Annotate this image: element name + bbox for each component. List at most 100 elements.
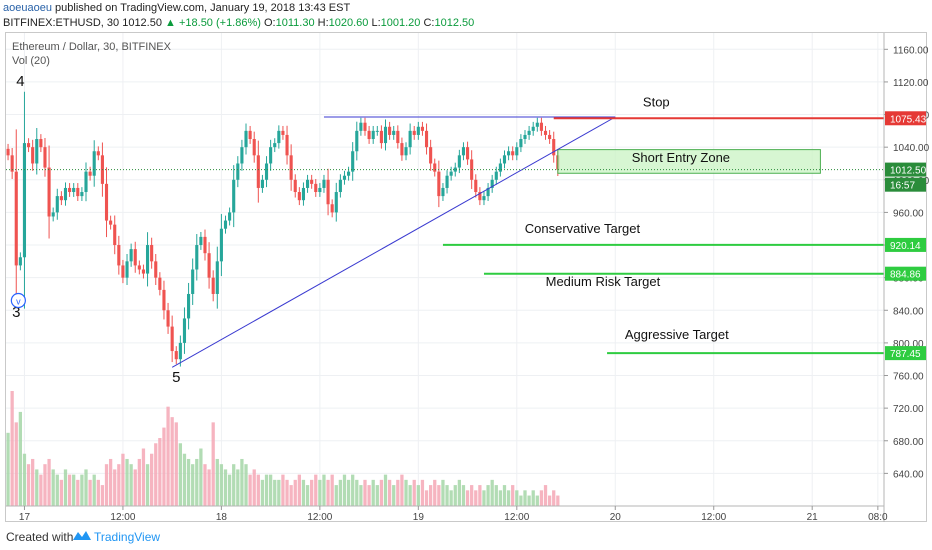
volume-bar — [31, 458, 35, 506]
candle-body — [244, 130, 248, 148]
volume-bar — [35, 469, 39, 506]
candle-body — [375, 130, 379, 132]
volume-bar — [248, 474, 252, 506]
candle-body — [347, 171, 351, 176]
volume-bar — [154, 443, 158, 506]
volume-bar — [396, 479, 400, 506]
candle-body — [539, 122, 543, 131]
candle-body — [511, 151, 515, 156]
volume-bar — [547, 495, 552, 506]
candle-body — [523, 134, 527, 140]
candle-body — [256, 155, 260, 188]
candle-body — [441, 187, 445, 197]
price-label-text: 1012.50 — [890, 166, 927, 177]
chart-frame[interactable] — [5, 32, 927, 522]
volume-bar — [334, 485, 338, 506]
tradingview-brand[interactable]: TradingView — [94, 530, 161, 544]
time-tick-label: 12:00 — [701, 512, 726, 523]
volume-bar — [150, 453, 154, 506]
author-link[interactable]: aoeuaoeu — [3, 2, 52, 14]
price-label-text: 884.86 — [890, 270, 921, 281]
price-change: ▲ +18.50 (+1.86%) — [165, 17, 261, 29]
tradingview-logo-icon[interactable] — [72, 528, 92, 544]
chart-annotation: Medium Risk Target — [546, 274, 661, 289]
candle-body — [96, 151, 100, 156]
volume-bar — [543, 485, 548, 506]
volume-bar — [80, 474, 84, 506]
volume-bar — [412, 479, 416, 506]
volume-bar — [207, 469, 211, 506]
price-label-text: 1075.43 — [890, 114, 927, 125]
volume-bar — [100, 485, 105, 506]
candle-body — [355, 130, 359, 152]
volume-bar — [88, 479, 92, 506]
time-tick-label: 08:0 — [868, 512, 888, 523]
volume-bar — [26, 464, 31, 506]
volume-bar — [96, 479, 100, 506]
time-tick-label: 20 — [610, 512, 622, 523]
candle-body — [252, 139, 256, 156]
time-tick-label: 21 — [807, 512, 819, 523]
candle-body — [482, 196, 486, 201]
volume-bar — [322, 474, 326, 506]
volume-bars — [6, 391, 560, 506]
volume-bar — [215, 458, 219, 506]
volume-bar — [408, 485, 412, 506]
candle-body — [531, 126, 535, 131]
candle-body — [273, 143, 277, 148]
candle-body — [269, 147, 273, 164]
candle-body — [14, 171, 18, 266]
price-label-box — [885, 237, 926, 252]
volume-bar — [277, 479, 281, 506]
volume-bar — [6, 432, 10, 506]
price-tick-label: 720.00 — [893, 404, 924, 415]
volume-bar — [47, 458, 51, 506]
candle-body — [63, 187, 68, 201]
volume-bar — [305, 485, 310, 506]
candle-body — [334, 192, 338, 213]
candle-body — [80, 192, 84, 197]
volume-bar — [511, 485, 515, 506]
candle-body — [125, 261, 129, 278]
volume-bar — [301, 479, 306, 506]
volume-bar — [355, 479, 359, 506]
candle-body — [461, 147, 466, 156]
volume-bar — [400, 474, 404, 506]
time-tick-label: 12:00 — [504, 512, 529, 523]
price-tick-label: 800.00 — [893, 339, 924, 350]
candle-body — [232, 179, 236, 213]
volume-bar — [186, 458, 191, 506]
volume-bar — [519, 495, 523, 506]
candle-body — [330, 204, 334, 213]
volume-bar — [515, 490, 519, 506]
candle-body — [293, 179, 297, 193]
price-chart[interactable]: Stop Short Entry Zone Conservative Target M… — [0, 0, 932, 524]
volume-bar — [133, 469, 137, 506]
volume-bar — [191, 464, 195, 506]
candle-body — [507, 151, 511, 156]
candle-body — [211, 277, 215, 294]
volume-bar — [437, 485, 441, 506]
candle-body — [457, 155, 461, 168]
volume-bar — [539, 490, 544, 506]
volume-bar — [531, 490, 535, 506]
candle-body — [359, 122, 363, 131]
price-label-box — [885, 346, 926, 361]
volume-bar — [125, 458, 129, 506]
volume-bar — [174, 422, 178, 506]
volume-bar — [478, 485, 482, 506]
volume-bar — [108, 458, 113, 506]
candle-body — [170, 326, 174, 352]
volume-bar — [338, 479, 343, 506]
volume-bar — [166, 406, 170, 506]
volume-bar — [113, 469, 117, 506]
candle-body — [412, 130, 416, 135]
volume-bar — [158, 438, 162, 506]
high-value: 1020.60 — [328, 17, 369, 29]
candle-body — [515, 147, 519, 156]
chart-annotation: Aggressive Target — [625, 327, 729, 342]
volume-bar — [465, 490, 470, 506]
candle-body — [408, 130, 412, 148]
candle-body — [281, 130, 285, 135]
candle-body — [145, 245, 150, 274]
